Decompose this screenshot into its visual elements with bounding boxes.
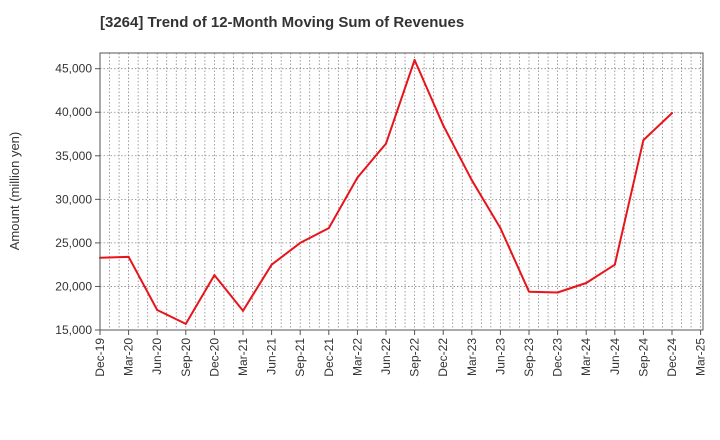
data-point — [184, 322, 187, 325]
x-tick-label: Jun-21 — [265, 338, 279, 375]
data-point — [528, 290, 530, 293]
x-tick-label: Dec-21 — [322, 338, 336, 377]
data-point — [413, 58, 416, 61]
x-tick-label: Dec-22 — [436, 338, 450, 377]
data-point — [499, 227, 502, 230]
data-point — [156, 308, 159, 311]
data-point — [613, 263, 616, 266]
x-tick-label: Jun-20 — [150, 338, 164, 375]
grid-lines — [100, 53, 703, 330]
y-tick-label: 40,000 — [55, 105, 92, 119]
x-tick-label: Mar-21 — [236, 338, 250, 376]
data-point — [556, 291, 559, 294]
x-tick-label: Mar-24 — [579, 338, 593, 376]
y-axis-label: Amount (million yen) — [7, 132, 22, 251]
x-tick-label: Mar-23 — [465, 338, 479, 376]
y-axis-ticks: 15,000 20,000 25,000 30,000 35,000 40,000 45,0… — [55, 62, 100, 337]
chart-title: [3264] Trend of 12-Month Moving Sum of R… — [100, 14, 465, 31]
data-point — [299, 241, 302, 244]
data-point — [356, 176, 359, 179]
data-point — [642, 139, 645, 142]
plot-area — [100, 53, 703, 330]
data-point — [270, 263, 273, 266]
y-tick-label: 25,000 — [55, 236, 92, 250]
x-tick-label: Mar-25 — [694, 338, 708, 376]
data-point — [385, 142, 387, 145]
x-tick-label: Dec-23 — [551, 338, 565, 377]
y-tick-label: 15,000 — [55, 323, 92, 337]
x-tick-label: Mar-20 — [122, 338, 136, 376]
x-tick-label: Sep-24 — [636, 338, 650, 377]
data-point — [127, 255, 130, 258]
data-point — [470, 179, 473, 182]
data-point — [585, 281, 588, 284]
series-layer — [99, 58, 673, 325]
x-tick-label: Sep-21 — [293, 338, 307, 377]
x-tick-label: Sep-23 — [522, 338, 536, 377]
y-tick-label: 35,000 — [55, 149, 92, 163]
data-point — [442, 124, 445, 127]
x-tick-label: Sep-22 — [408, 338, 422, 377]
x-tick-label: Jun-23 — [493, 338, 507, 375]
x-tick-label: Dec-20 — [207, 338, 221, 377]
x-axis-ticks: Dec-19 Mar-20 Jun-20 Sep-20 Dec-20 Mar-21 Jun-… — [93, 330, 708, 377]
x-tick-label: Jun-22 — [379, 338, 393, 375]
y-tick-label: 30,000 — [55, 192, 92, 206]
data-point — [671, 112, 673, 115]
x-tick-label: Sep-20 — [179, 338, 193, 377]
data-point — [242, 309, 244, 312]
x-tick-label: Dec-24 — [665, 338, 679, 377]
y-tick-label: 20,000 — [55, 279, 92, 293]
data-point — [213, 274, 216, 277]
data-point — [327, 227, 330, 230]
plot-frame — [99, 52, 704, 331]
x-tick-label: Mar-22 — [350, 338, 364, 376]
x-tick-label: Jun-24 — [608, 338, 622, 375]
x-tick-label: Dec-19 — [93, 338, 107, 377]
y-tick-label: 45,000 — [55, 62, 92, 76]
